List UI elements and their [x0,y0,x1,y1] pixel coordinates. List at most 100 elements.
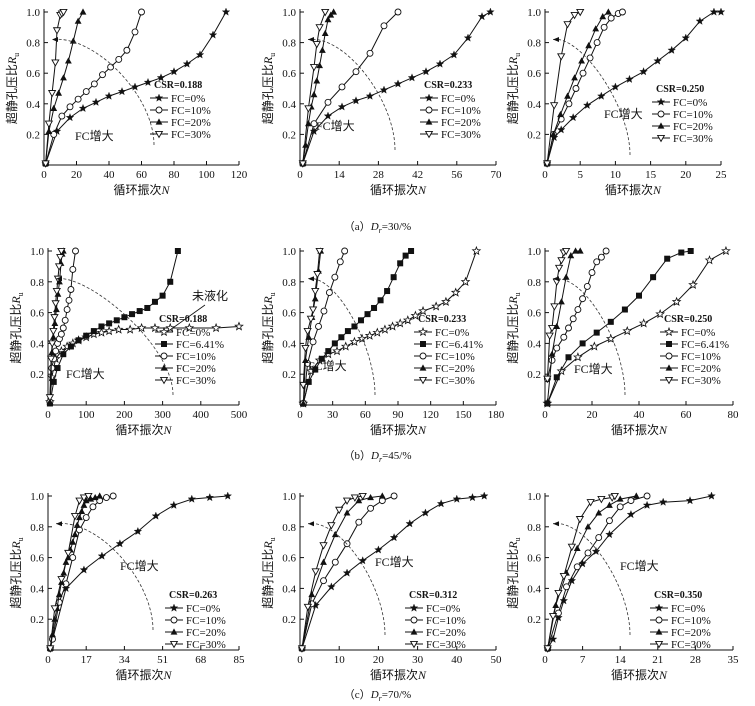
data-point [45,127,53,134]
legend-item: FC=30% [155,375,216,387]
y-tick-label: 1.0 [30,491,44,503]
y-axis-label-sub: u [513,537,522,541]
series-line [546,250,727,404]
data-point [97,551,107,560]
data-point [169,500,179,509]
data-point [106,320,113,327]
data-point [136,308,143,315]
y-tick-label: 0.8 [527,522,541,534]
data-point [402,252,409,259]
y-axis-label: 超静孔压比Ru [505,537,522,608]
csr-label: CSR=0.250 [656,84,704,95]
series [543,492,620,653]
y-tick-label: 1.0 [527,246,541,258]
arrow-head-icon [308,37,314,43]
y-axis-label-sub: u [513,53,522,57]
data-point [304,105,313,113]
data-point [309,338,317,346]
x-tick-label: 5 [577,169,583,181]
data-point [593,258,601,266]
x-tick-label: 30 [412,654,424,666]
legend-label: FC=0% [435,327,469,339]
y-tick-label: 0.2 [26,129,40,141]
x-tick-label: 120 [422,409,439,421]
data-point [303,603,313,612]
legend-label: FC=30% [673,133,713,145]
data-point [67,286,75,293]
csr-label: CSR=0.233 [418,314,466,325]
data-point [309,126,319,135]
legend-label: FC=0% [176,327,210,339]
data-point [50,314,59,322]
data-point [313,77,321,84]
legend-label: FC=6.41% [681,339,729,351]
y-axis-label-var: R [506,56,520,65]
y-axis-label: 超静孔压比Ru [260,53,277,124]
arrow-head-icon [56,521,62,527]
series [300,248,415,407]
data-point [313,271,322,279]
chart-panel: 0 10 20 30 40 50 0.2 0.4 0.6 0.8 1.0 循环振次N 超静孔压比Ru FC… [260,491,502,682]
data-point [569,315,577,323]
legend-marker [419,352,427,360]
data-point [50,104,58,111]
x-axis-label: 循环振次N [370,183,427,197]
data-point [365,91,375,100]
x-axis-label-text: 循环振次 [115,668,163,682]
data-point [556,365,567,376]
legend-marker [425,118,433,125]
data-point [46,355,56,364]
data-point [234,321,244,331]
data-point [324,16,332,23]
data-point [47,90,57,98]
data-point [113,324,124,334]
series [46,492,93,653]
data-point [357,317,364,324]
caption-a: （a）Dr=30/% [0,218,755,235]
x-tick-label: 25 [716,169,728,181]
data-point [576,8,585,17]
x-axis-label-text: 循环振次 [370,183,418,197]
series [298,8,330,168]
data-point [96,327,107,337]
data-point [332,345,342,356]
data-point [46,645,55,653]
data-point [156,73,166,82]
data-point [563,583,570,591]
data-point [584,549,592,557]
caption-prefix: （c） [343,689,371,701]
caption-var: D [370,221,379,233]
data-point [50,130,58,138]
x-tick-label: 60 [360,409,372,421]
data-point [545,332,554,341]
data-point [52,27,62,35]
data-point [574,306,582,313]
legend-item: FC=30% [650,639,711,651]
data-point [54,263,64,271]
legend-item: FC=20% [652,121,713,133]
x-tick-label: 150 [455,409,472,421]
y-tick-label: 0.6 [527,308,541,320]
data-point [678,249,685,256]
data-point [312,366,319,373]
y-axis-label-sub: u [268,53,277,57]
x-tick-label: 300 [154,409,171,421]
x-tick-label: 90 [393,409,405,421]
legend-item: FC=10% [652,109,713,121]
data-point [65,113,75,122]
data-point [407,73,417,82]
data-point [621,306,628,313]
data-point [350,494,360,502]
y-tick-label: 0.8 [26,38,40,50]
x-tick-label: 0 [542,409,548,421]
legend-item: FC=0% [650,603,705,615]
data-point [559,596,568,605]
data-point [554,609,562,617]
legend-marker [155,106,163,114]
data-point [591,547,601,556]
x-tick-label: 85 [234,654,246,666]
data-point [371,304,378,311]
data-point [583,282,591,290]
data-point [449,50,459,59]
data-point [315,323,322,330]
